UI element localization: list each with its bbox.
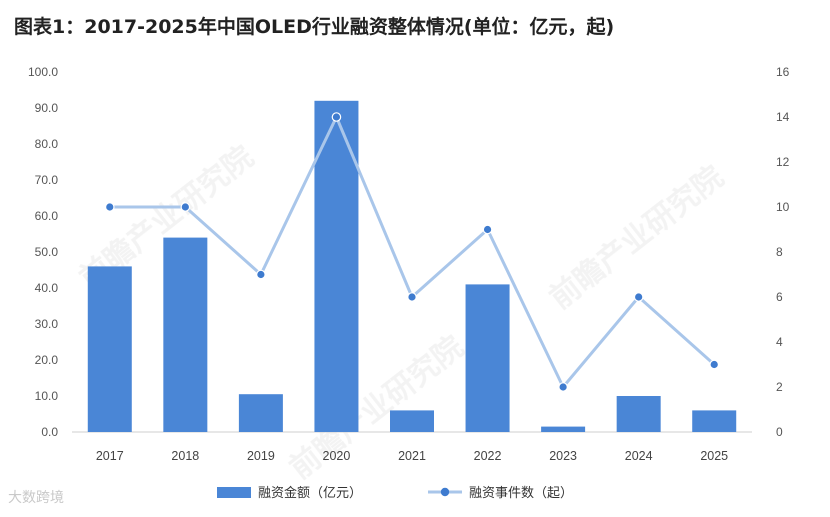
bar-2022 bbox=[465, 284, 510, 432]
line-point-2020 bbox=[331, 112, 342, 122]
line-point-2024 bbox=[633, 292, 644, 302]
left-axis-tick-label: 70.0 bbox=[35, 173, 59, 187]
legend-bar-label: 融资金额（亿元） bbox=[258, 485, 362, 501]
legend: 融资金额（亿元） 融资事件数（起） bbox=[217, 485, 573, 501]
right-axis-tick-label: 2 bbox=[776, 380, 783, 394]
x-axis-tick-label: 2020 bbox=[323, 449, 351, 463]
right-axis-tick-label: 6 bbox=[776, 290, 783, 304]
line-point-2017 bbox=[104, 202, 115, 212]
chart-title: 图表1：2017-2025年中国OLED行业融资整体情况(单位：亿元，起) bbox=[14, 16, 615, 38]
left-axis-tick-label: 50.0 bbox=[35, 245, 59, 259]
line-series bbox=[104, 112, 720, 392]
watermark-text: 前瞻产业研究院 bbox=[283, 329, 470, 486]
line-point-2019 bbox=[256, 269, 266, 280]
right-axis-tick-label: 10 bbox=[776, 200, 790, 214]
x-axis-tick-label: 2021 bbox=[398, 449, 426, 463]
right-axis-tick-label: 14 bbox=[776, 110, 790, 124]
bar-2025 bbox=[692, 410, 737, 432]
footer-logo-text: 大数跨境 bbox=[8, 490, 64, 506]
left-axis-tick-label: 20.0 bbox=[35, 353, 59, 367]
x-axis-tick-label: 2023 bbox=[549, 449, 577, 463]
left-axis-tick-label: 10.0 bbox=[35, 389, 59, 403]
right-axis: 0 2 4 6 8 10 12 14 16 bbox=[776, 65, 790, 439]
x-axis-tick-label: 2019 bbox=[247, 449, 275, 463]
right-axis-tick-label: 12 bbox=[776, 155, 790, 169]
line-point-2023 bbox=[558, 382, 568, 392]
left-axis-tick-label: 60.0 bbox=[35, 209, 59, 223]
left-axis: 0.0 10.0 20.0 30.0 40.0 50.0 60.0 70.0 80.0 90.0 1… bbox=[28, 65, 58, 439]
legend-line-marker bbox=[440, 487, 450, 497]
x-axis-tick-label: 2022 bbox=[474, 449, 502, 463]
x-axis-tick-label: 2017 bbox=[96, 449, 124, 463]
line-point-2021 bbox=[407, 292, 417, 302]
legend-bar-swatch bbox=[217, 487, 251, 498]
left-axis-tick-label: 0.0 bbox=[41, 425, 58, 439]
right-axis-tick-label: 8 bbox=[776, 245, 783, 259]
x-axis-tick-label: 2025 bbox=[700, 449, 728, 463]
bar-2020 bbox=[314, 100, 359, 433]
left-axis-tick-label: 40.0 bbox=[35, 281, 59, 295]
left-axis-tick-label: 100.0 bbox=[28, 65, 58, 79]
left-axis-tick-label: 30.0 bbox=[35, 317, 59, 331]
bar-2018 bbox=[163, 237, 208, 432]
right-axis-tick-label: 16 bbox=[776, 65, 790, 79]
bar-2017 bbox=[87, 266, 132, 432]
bar-series bbox=[87, 100, 737, 433]
bar-2024 bbox=[616, 396, 661, 432]
bar-2021 bbox=[390, 410, 434, 432]
legend-line-label: 融资事件数（起） bbox=[469, 486, 573, 501]
bar-2019 bbox=[238, 394, 283, 432]
line-point-2022 bbox=[482, 224, 493, 235]
left-axis-tick-label: 90.0 bbox=[35, 101, 59, 115]
right-axis-tick-label: 0 bbox=[776, 425, 783, 439]
left-axis-tick-label: 80.0 bbox=[35, 137, 59, 151]
line-point-2025 bbox=[709, 359, 720, 370]
x-axis: 2017 2018 2019 2020 2021 2022 2023 2024 2025 bbox=[96, 449, 728, 463]
bar-2023 bbox=[541, 426, 586, 432]
right-axis-tick-label: 4 bbox=[776, 335, 783, 349]
x-axis-tick-label: 2024 bbox=[625, 449, 653, 463]
line-point-2018 bbox=[180, 202, 191, 212]
x-axis-tick-label: 2018 bbox=[171, 449, 199, 463]
